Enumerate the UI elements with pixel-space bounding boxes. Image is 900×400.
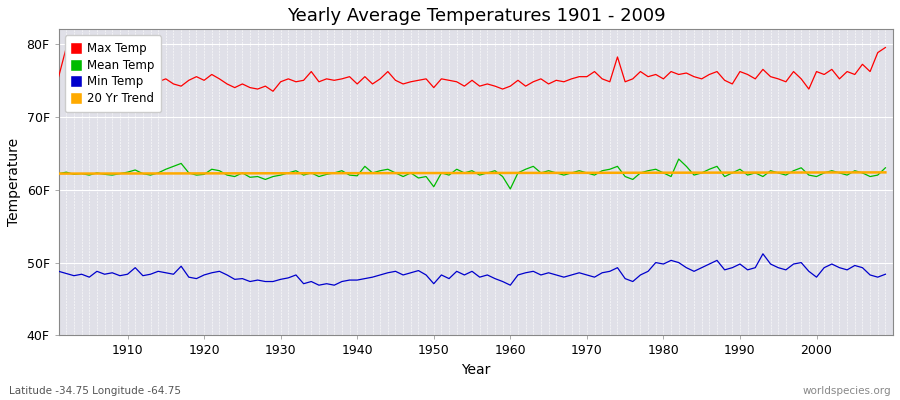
X-axis label: Year: Year	[461, 363, 491, 377]
Legend: Max Temp, Mean Temp, Min Temp, 20 Yr Trend: Max Temp, Mean Temp, Min Temp, 20 Yr Tre…	[65, 35, 161, 112]
Text: worldspecies.org: worldspecies.org	[803, 386, 891, 396]
Y-axis label: Temperature: Temperature	[7, 138, 21, 226]
Title: Yearly Average Temperatures 1901 - 2009: Yearly Average Temperatures 1901 - 2009	[286, 7, 665, 25]
Text: Latitude -34.75 Longitude -64.75: Latitude -34.75 Longitude -64.75	[9, 386, 181, 396]
